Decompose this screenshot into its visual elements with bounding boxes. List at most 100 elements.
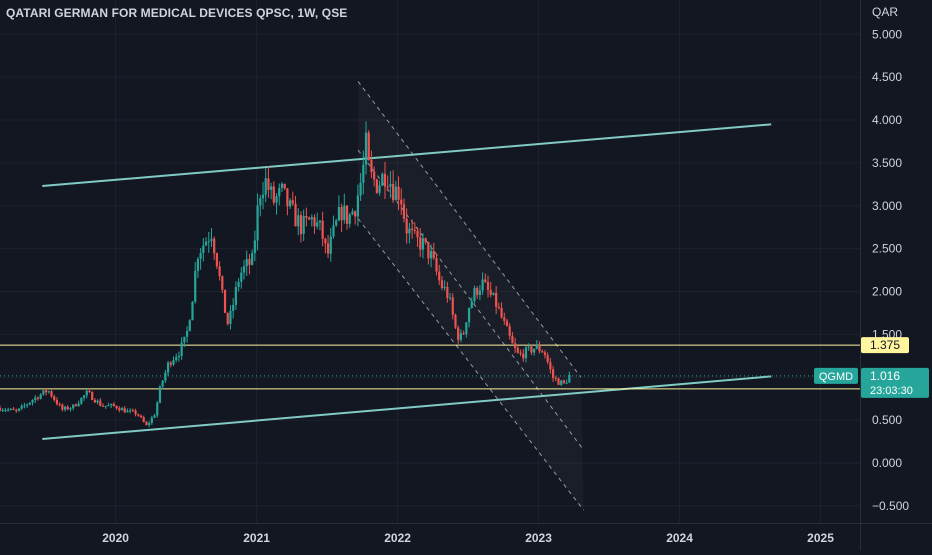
candle-body[interactable] xyxy=(568,374,571,383)
candle-body[interactable] xyxy=(158,386,162,403)
candle-body[interactable] xyxy=(524,347,528,359)
candle-body[interactable] xyxy=(413,229,416,231)
candle-body[interactable] xyxy=(489,289,492,295)
candle-body[interactable] xyxy=(408,228,411,234)
candle-body[interactable] xyxy=(74,404,78,407)
candle-body[interactable] xyxy=(459,333,463,340)
candle-body[interactable] xyxy=(313,217,316,227)
candle-body[interactable] xyxy=(280,183,284,188)
candle-body[interactable] xyxy=(305,216,308,218)
candle-body[interactable] xyxy=(39,394,42,399)
candle-body[interactable] xyxy=(63,406,67,410)
candle-layer[interactable] xyxy=(0,121,571,428)
candle-body[interactable] xyxy=(172,360,175,365)
candle-body[interactable] xyxy=(275,196,278,203)
candle-body[interactable] xyxy=(543,352,547,356)
candle-body[interactable] xyxy=(194,270,197,302)
candle-body[interactable] xyxy=(549,362,552,370)
candle-body[interactable] xyxy=(204,241,208,246)
candle-body[interactable] xyxy=(229,310,232,324)
candle-body[interactable] xyxy=(80,397,83,404)
candle-body[interactable] xyxy=(370,159,373,173)
candle-body[interactable] xyxy=(538,344,541,352)
candle-body[interactable] xyxy=(443,287,446,289)
candle-body[interactable] xyxy=(484,279,487,282)
candle-body[interactable] xyxy=(120,408,124,411)
candle-body[interactable] xyxy=(272,186,275,203)
candle-body[interactable] xyxy=(356,195,359,217)
candle-body[interactable] xyxy=(0,408,2,411)
candle-body[interactable] xyxy=(148,423,151,426)
candle-body[interactable] xyxy=(270,186,273,190)
candle-body[interactable] xyxy=(213,238,216,254)
candle-body[interactable] xyxy=(126,410,129,413)
candle-body[interactable] xyxy=(321,220,324,239)
candle-body[interactable] xyxy=(446,287,449,299)
upper-trendline[interactable] xyxy=(42,123,772,188)
candle-body[interactable] xyxy=(519,352,522,354)
candle-body[interactable] xyxy=(465,322,468,335)
candle-body[interactable] xyxy=(202,245,205,253)
candle-body[interactable] xyxy=(440,280,444,288)
candle-body[interactable] xyxy=(462,333,465,335)
candle-body[interactable] xyxy=(58,404,61,406)
candle-body[interactable] xyxy=(535,344,538,349)
candle-body[interactable] xyxy=(237,281,240,288)
candle-body[interactable] xyxy=(505,320,509,327)
candle-body[interactable] xyxy=(82,395,86,398)
candle-body[interactable] xyxy=(131,410,134,412)
candle-body[interactable] xyxy=(31,400,34,403)
candle-body[interactable] xyxy=(101,405,105,407)
candle-body[interactable] xyxy=(104,405,107,407)
candle-body[interactable] xyxy=(481,279,484,291)
candle-body[interactable] xyxy=(516,348,519,353)
candle-body[interactable] xyxy=(478,290,481,295)
candle-body[interactable] xyxy=(47,391,50,393)
candle-body[interactable] xyxy=(161,380,164,387)
candle-body[interactable] xyxy=(261,194,265,199)
candle-body[interactable] xyxy=(134,410,137,415)
candle-body[interactable] xyxy=(411,228,414,230)
candle-body[interactable] xyxy=(196,259,200,271)
candle-body[interactable] xyxy=(302,216,305,234)
candle-body[interactable] xyxy=(343,205,346,221)
candle-body[interactable] xyxy=(565,382,568,384)
candle-body[interactable] xyxy=(503,317,506,321)
candle-body[interactable] xyxy=(123,408,126,413)
candle-body[interactable] xyxy=(55,399,59,405)
candle-body[interactable] xyxy=(226,313,229,324)
candle-body[interactable] xyxy=(476,287,479,295)
candle-body[interactable] xyxy=(394,186,397,201)
candle-body[interactable] xyxy=(36,397,40,399)
candle-body[interactable] xyxy=(533,348,536,353)
candle-body[interactable] xyxy=(253,240,256,254)
candle-body[interactable] xyxy=(1,410,4,412)
candle-body[interactable] xyxy=(500,307,503,318)
candle-body[interactable] xyxy=(378,185,381,193)
candle-body[interactable] xyxy=(61,404,64,410)
candle-body[interactable] xyxy=(562,380,566,383)
candle-body[interactable] xyxy=(438,271,441,281)
channel-line-bottom[interactable] xyxy=(357,218,585,511)
candle-body[interactable] xyxy=(557,378,560,385)
candle-body[interactable] xyxy=(180,342,183,356)
candle-body[interactable] xyxy=(546,355,549,363)
candle-body[interactable] xyxy=(514,343,517,349)
candle-body[interactable] xyxy=(560,380,563,385)
candle-body[interactable] xyxy=(359,182,362,196)
candle-body[interactable] xyxy=(554,377,557,379)
candle-body[interactable] xyxy=(324,238,327,244)
candle-body[interactable] xyxy=(486,281,490,290)
candle-body[interactable] xyxy=(77,403,80,407)
candle-body[interactable] xyxy=(145,421,148,426)
candle-body[interactable] xyxy=(383,173,387,187)
candle-body[interactable] xyxy=(429,250,433,259)
candle-body[interactable] xyxy=(259,198,262,206)
candle-body[interactable] xyxy=(511,335,514,344)
candle-body[interactable] xyxy=(421,238,425,250)
candle-body[interactable] xyxy=(245,258,248,267)
candle-body[interactable] xyxy=(522,353,525,359)
candle-body[interactable] xyxy=(397,186,400,200)
candle-body[interactable] xyxy=(251,253,254,265)
candle-body[interactable] xyxy=(375,179,378,193)
